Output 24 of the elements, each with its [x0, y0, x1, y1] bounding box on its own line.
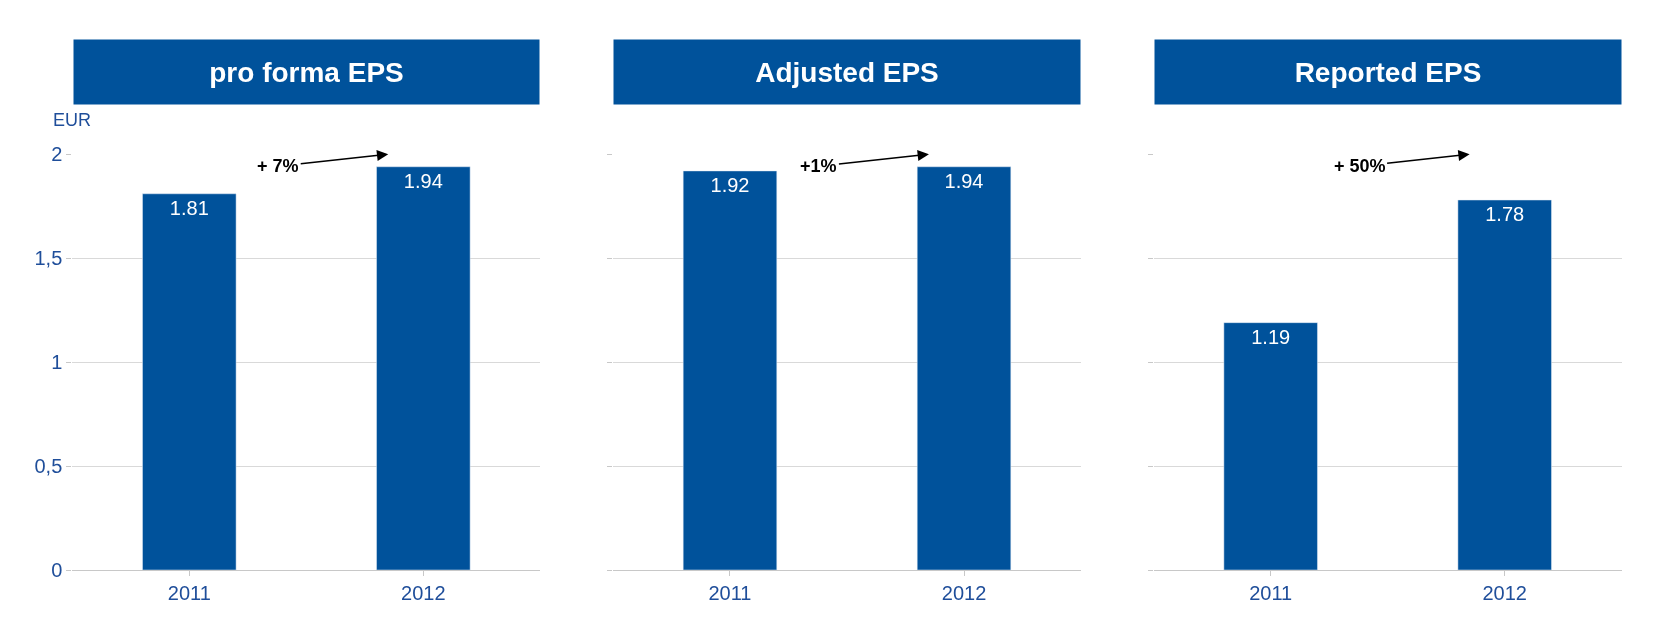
- chart-title: Adjusted EPS: [755, 56, 939, 88]
- y-tick-label: 0: [51, 559, 63, 581]
- y-tick-label: 1: [51, 351, 63, 374]
- data-label: 1.81: [169, 196, 209, 219]
- y-tick-label: 1,5: [34, 247, 63, 270]
- annotation: + 50%: [1334, 156, 1386, 176]
- data-label: 1.94: [403, 169, 443, 192]
- x-tick-label: 2012: [941, 582, 987, 604]
- data-label: 1.94: [944, 169, 984, 192]
- annotation: +1%: [800, 156, 837, 176]
- x-tick-label: 2011: [1249, 582, 1293, 604]
- y-tick-label: 0,5: [34, 455, 63, 478]
- chart-title: pro forma EPS: [209, 56, 404, 88]
- x-tick-label: 2012: [401, 582, 446, 604]
- chart-title: Reported EPS: [1294, 56, 1482, 88]
- annotation: + 7%: [257, 156, 299, 176]
- x-tick-label: 2011: [708, 582, 752, 604]
- data-label: 1.92: [710, 173, 750, 196]
- x-tick-label: 2011: [167, 582, 211, 604]
- y-tick-label: 2: [51, 143, 63, 166]
- data-label: 1.78: [1485, 203, 1525, 226]
- x-tick-label: 2012: [1482, 582, 1527, 604]
- y-axis-title: EUR: [53, 110, 92, 130]
- data-label: 1.19: [1251, 325, 1291, 348]
